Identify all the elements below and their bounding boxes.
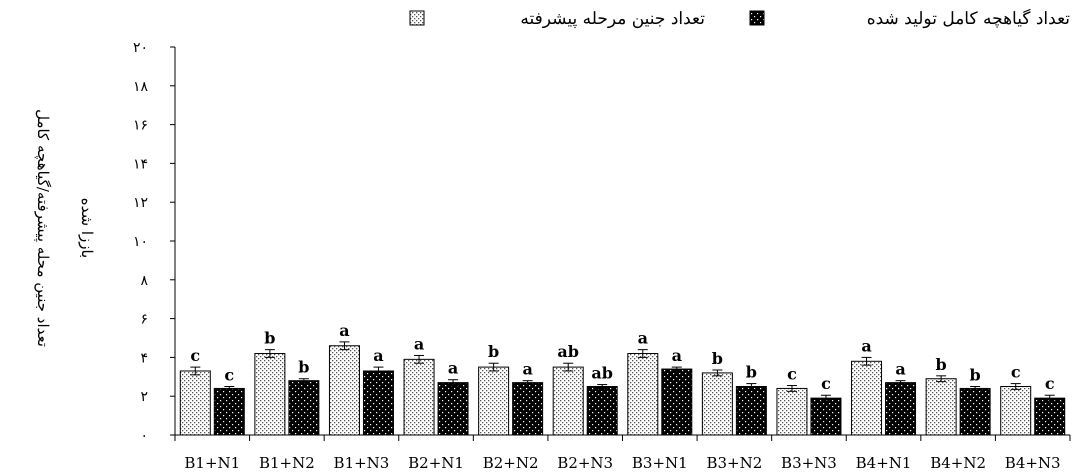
y-axis-title-line-2: باززا شده (78, 198, 96, 258)
x-tick-label: B4+N1 (856, 454, 912, 472)
significance-label: a (895, 360, 905, 379)
bar (959, 387, 991, 436)
x-tick-label: B3+N1 (632, 454, 688, 472)
bar (661, 368, 693, 436)
x-tick-label: B1+N1 (184, 454, 240, 472)
significance-label: b (746, 363, 757, 382)
significance-label: c (190, 346, 200, 365)
significance-label: c (1045, 374, 1055, 393)
y-tick-label: ۱۴ (133, 156, 148, 172)
y-tick-label: ۲ (140, 389, 148, 405)
x-tick-label: B1+N2 (259, 454, 315, 472)
significance-label: b (936, 355, 947, 374)
x-tick-label: B2+N2 (483, 454, 539, 472)
bar (552, 366, 584, 436)
significance-label: a (638, 329, 648, 348)
y-tick-label: ۱۶ (133, 118, 148, 134)
x-tick-label: B4+N2 (930, 454, 986, 472)
bar (362, 370, 394, 436)
x-axis: B1+N1 B1+N2 B1+N3 B2+N1 B2+N2 B2+N3 B3+N1 B3+N2… (174, 434, 1071, 472)
x-tick-label: B2+N3 (557, 454, 613, 472)
y-tick-label: ۲۰ (133, 40, 148, 56)
bar (512, 382, 544, 436)
bar (179, 370, 211, 436)
bar (810, 397, 842, 436)
significance-label: a (414, 334, 424, 353)
significance-label: a (373, 346, 383, 365)
y-axis-title: تعداد جنین محله پیشرفته/گیاهچه کامل بازز… (34, 109, 96, 347)
x-tick-label: B2+N1 (408, 454, 464, 472)
bar (328, 345, 360, 436)
x-tick-label: B3+N2 (706, 454, 762, 472)
significance-label: ab (591, 364, 613, 383)
y-tick-label: ۶ (140, 312, 148, 328)
y-tick-label: ۱۸ (133, 79, 149, 95)
bar (701, 372, 733, 436)
x-tick-label: B3+N3 (781, 454, 837, 472)
significance-label: a (448, 359, 458, 378)
x-tick-label: B1+N3 (334, 454, 390, 472)
y-tick-label: ۱۰ (133, 234, 148, 250)
y-tick-label: ۸ (140, 273, 148, 289)
bar (586, 386, 618, 436)
bar (403, 358, 435, 436)
bar (1034, 397, 1066, 436)
bar (627, 353, 659, 436)
significance-label: a (861, 336, 871, 355)
significance-label: a (339, 321, 349, 340)
significance-label: c (787, 365, 797, 384)
significance-label: b (970, 366, 981, 385)
legend-swatch-dark (749, 10, 765, 26)
significance-label: c (1011, 363, 1021, 382)
bar (735, 386, 767, 436)
significance-label: a (522, 360, 532, 379)
legend-swatch-light (409, 10, 425, 26)
bar (885, 382, 917, 436)
bars (179, 345, 1066, 436)
y-tick-label: ۱۲ (133, 195, 148, 211)
significance-label: b (264, 329, 275, 348)
bar (776, 387, 808, 436)
bar (288, 380, 320, 436)
significance-label: b (488, 342, 499, 361)
y-axis: ۰ ۲ ۴ ۶ ۸ ۱۰ ۱۲ ۱۴ ۱۶ ۱۸ ۲۰ (133, 40, 176, 444)
y-tick-label: ۴ (140, 350, 148, 366)
significance-label: c (224, 366, 234, 385)
significance-label: ab (557, 342, 579, 361)
significance-label: a (672, 346, 682, 365)
legend-label-light: تعداد جنین مرحله پیشرفته (520, 9, 705, 29)
y-tick-label: ۰ (140, 428, 148, 444)
x-tick-label: B4+N3 (1005, 454, 1061, 472)
bar (478, 366, 510, 436)
bar (254, 353, 286, 436)
bar (851, 360, 883, 436)
legend-label-dark: تعداد گیاهچه کامل تولید شده (867, 8, 1071, 29)
significance-label: b (712, 349, 723, 368)
bar (437, 382, 469, 436)
legend: تعداد گیاهچه کامل تولید شده تعداد جنین م… (409, 8, 1071, 29)
bar (925, 378, 957, 436)
significance-label: b (298, 358, 309, 377)
significance-label: c (821, 374, 831, 393)
bar (213, 387, 245, 436)
y-axis-title-line-1: تعداد جنین محله پیشرفته/گیاهچه کامل (34, 109, 52, 347)
bar (1000, 386, 1032, 436)
error-bars (190, 341, 1055, 402)
